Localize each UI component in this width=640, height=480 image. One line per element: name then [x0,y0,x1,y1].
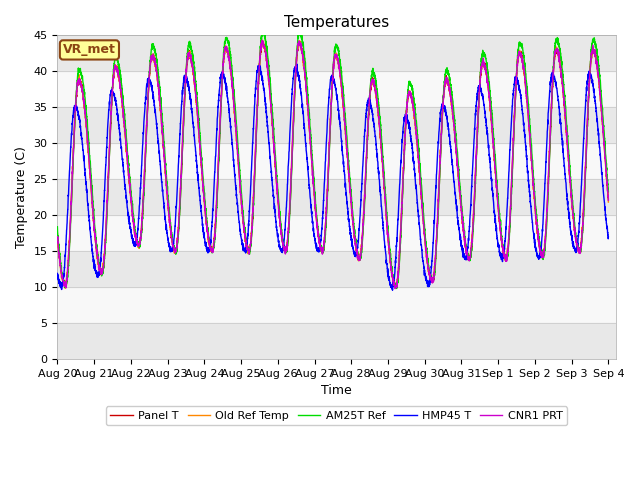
Old Ref Temp [61,285,68,291]
Panel T [152,68,160,73]
Legend: Panel T, Old Ref Temp, AM25T Ref, HMP45 T, CNR1 PRT: Panel T, Old Ref Temp, AM25T Ref, HMP45 … [106,407,567,425]
AM25T Ref [54,224,61,229]
CNR1 PRT [604,192,612,197]
AM25T Ref [393,286,401,291]
CNR1 PRT [457,197,465,203]
CNR1 PRT [258,37,266,43]
AM25T Ref [604,181,612,187]
HMP45 T [426,279,434,285]
Panel T [426,275,434,281]
AM25T Ref [426,272,434,277]
Old Ref Temp [488,126,495,132]
Panel T [605,196,612,202]
Old Ref Temp [605,199,612,205]
X-axis label: Time: Time [321,384,352,397]
Bar [58,107,616,143]
Bar [58,36,616,71]
Old Ref Temp [426,274,434,280]
Bar [58,179,616,215]
Y-axis label: Temperature (C): Temperature (C) [15,146,28,248]
AM25T Ref [605,189,612,194]
Line: AM25T Ref: AM25T Ref [58,30,609,288]
Panel T [604,186,612,192]
HMP45 T [488,181,495,187]
CNR1 PRT [312,216,320,221]
Line: CNR1 PRT: CNR1 PRT [58,40,609,288]
Panel T [312,214,320,219]
Old Ref Temp [604,190,612,196]
Line: HMP45 T: HMP45 T [58,64,609,290]
HMP45 T [312,246,320,252]
HMP45 T [54,271,61,276]
AM25T Ref [259,27,267,33]
Line: Panel T: Panel T [58,40,609,288]
Old Ref Temp [296,38,303,44]
Bar [58,251,616,287]
CNR1 PRT [391,286,399,291]
Old Ref Temp [54,236,61,242]
Old Ref Temp [153,68,161,74]
HMP45 T [457,234,465,240]
Line: Old Ref Temp: Old Ref Temp [58,41,609,288]
Panel T [488,122,495,128]
Text: VR_met: VR_met [63,43,116,57]
Old Ref Temp [457,201,465,207]
Old Ref Temp [313,217,321,223]
Panel T [457,193,465,199]
AM25T Ref [152,55,160,61]
CNR1 PRT [152,67,160,72]
Bar [58,323,616,359]
CNR1 PRT [605,197,612,203]
CNR1 PRT [488,123,495,129]
HMP45 T [604,232,612,238]
CNR1 PRT [426,272,434,277]
Title: Temperatures: Temperatures [284,15,389,30]
Panel T [259,37,266,43]
AM25T Ref [457,190,465,195]
Panel T [393,285,401,291]
AM25T Ref [312,210,320,216]
CNR1 PRT [54,234,61,240]
HMP45 T [605,234,612,240]
HMP45 T [293,61,301,67]
AM25T Ref [488,108,495,113]
HMP45 T [152,120,160,126]
HMP45 T [388,288,396,293]
Panel T [54,230,61,236]
